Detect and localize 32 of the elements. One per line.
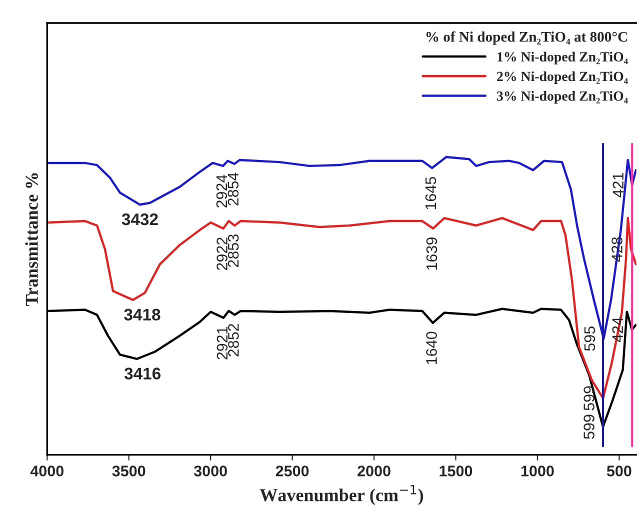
x-tick-label: 2500 bbox=[276, 466, 309, 476]
annotation: 2924 bbox=[216, 174, 228, 208]
annotation: 599 bbox=[584, 386, 594, 410]
annotation: 424 bbox=[612, 317, 623, 342]
annotation: 428 bbox=[612, 237, 622, 262]
legend-label: 3% Ni-doped Zn₂TiO₄ bbox=[496, 90, 628, 104]
x-tick-label: 1500 bbox=[440, 466, 472, 476]
annotation: 1639 bbox=[426, 238, 438, 270]
annotation: 2922 bbox=[216, 238, 228, 270]
x-tick-label: 4000 bbox=[30, 466, 64, 476]
annotation: 2854 bbox=[228, 172, 239, 206]
annotation: 3416 bbox=[124, 368, 161, 380]
annotation: 2853 bbox=[228, 234, 239, 268]
annotation: 1640 bbox=[426, 332, 437, 364]
x-tick-label: 3500 bbox=[112, 466, 146, 476]
legend-title: % of Ni doped Zn₂TiO₄ at 800°C bbox=[426, 31, 627, 45]
y-axis-title: Transmittance % bbox=[25, 173, 38, 306]
annotation: 421 bbox=[612, 172, 624, 198]
annotation: 2852 bbox=[228, 324, 239, 356]
legend-label: 2% Ni-doped Zn₂TiO₄ bbox=[497, 71, 628, 84]
x-tick-label: 3000 bbox=[194, 466, 227, 476]
annotation: 599 bbox=[584, 414, 594, 439]
x-tick-label: 500 bbox=[606, 466, 632, 476]
annotation: 1645 bbox=[425, 176, 436, 210]
x-tick-label: 1000 bbox=[521, 466, 554, 476]
x-tick-label: 2000 bbox=[358, 466, 390, 476]
annotation: 3432 bbox=[122, 213, 158, 226]
x-axis-title: Wavenumber (cm$^{−1}$) bbox=[260, 485, 424, 505]
annotation: 3418 bbox=[124, 308, 160, 321]
legend-label: 1% Ni-doped Zn₂TiO₄ bbox=[498, 52, 628, 64]
annotation: 595 bbox=[584, 326, 596, 351]
annotation: 2921 bbox=[216, 326, 228, 360]
